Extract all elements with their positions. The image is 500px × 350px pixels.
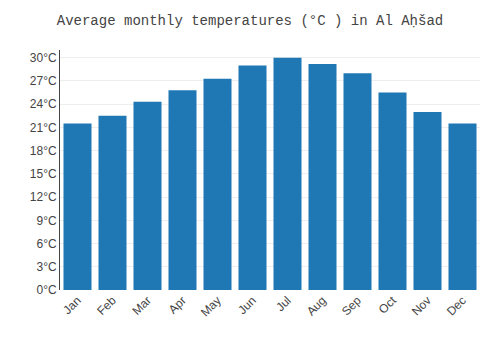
svg-text:6°C: 6°C: [36, 237, 56, 251]
svg-text:Dec: Dec: [444, 293, 469, 318]
svg-text:0°C: 0°C: [36, 283, 56, 297]
svg-text:27°C: 27°C: [30, 74, 57, 88]
svg-text:9°C: 9°C: [36, 214, 56, 228]
svg-text:Feb: Feb: [94, 293, 119, 318]
svg-text:Oct: Oct: [376, 293, 400, 317]
svg-text:Jul: Jul: [273, 293, 294, 314]
svg-text:18°C: 18°C: [30, 144, 57, 158]
svg-text:Average monthly temperatures (: Average monthly temperatures (°C ) in Al…: [57, 13, 443, 29]
svg-text:24°C: 24°C: [30, 97, 57, 111]
svg-text:3°C: 3°C: [36, 260, 56, 274]
svg-text:15°C: 15°C: [30, 167, 57, 181]
svg-text:Mar: Mar: [129, 293, 154, 318]
svg-text:May: May: [198, 293, 224, 319]
svg-text:30°C: 30°C: [30, 51, 57, 65]
svg-text:Jun: Jun: [235, 293, 259, 317]
svg-text:Jan: Jan: [60, 293, 84, 317]
svg-text:Aug: Aug: [304, 293, 329, 318]
svg-text:Apr: Apr: [166, 293, 189, 316]
svg-text:Sep: Sep: [339, 293, 364, 318]
svg-text:Nov: Nov: [409, 293, 434, 318]
svg-text:21°C: 21°C: [30, 121, 57, 135]
svg-text:12°C: 12°C: [30, 190, 57, 204]
